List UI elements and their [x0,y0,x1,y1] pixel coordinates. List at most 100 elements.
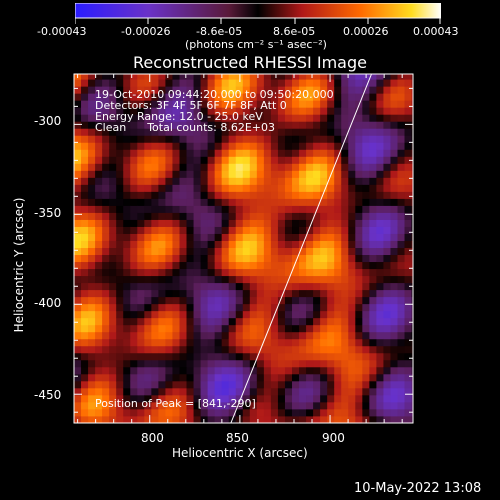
heatmap-cell [165,254,173,263]
heatmap-cell [355,352,363,361]
heatmap-cell [235,247,244,256]
heatmap-cell [228,191,237,199]
heatmap-cell [88,289,96,298]
heatmap-cell [193,205,201,213]
y-tick-label: -350 [34,206,62,220]
heatmap-cell [221,226,230,234]
heatmap-cell [186,177,194,185]
heatmap-cell [411,380,413,389]
heatmap-cell [362,275,370,284]
heatmap-cell [355,212,363,220]
heatmap-cell [193,366,201,375]
heatmap-cell [284,135,293,143]
heatmap-cell [158,198,166,206]
heatmap-cell [193,296,201,305]
heatmap-cell [144,74,152,80]
heatmap-cell [411,226,413,234]
heatmap-cell [165,170,173,178]
heatmap-cell [376,79,384,87]
heatmap-cell [130,86,138,94]
heatmap-cell [334,310,342,319]
heatmap-cell [116,177,124,185]
heatmap-cell [158,261,166,270]
heatmap-cell [242,373,251,382]
heatmap-cell [397,303,405,312]
heatmap-cell [404,86,412,94]
heatmap-cell [74,205,82,213]
heatmap-cell [263,352,272,361]
heatmap-cell [144,240,152,248]
heatmap-cell [299,387,307,396]
heatmap-cell [214,233,223,241]
heatmap-cell [341,198,349,206]
heatmap-cell [256,191,265,199]
heatmap-cell [299,408,307,417]
heatmap-cell [172,79,180,87]
heatmap-cell [228,282,237,291]
heatmap-cell [390,219,398,227]
heatmap-cell [383,100,391,108]
heatmap-cell [383,191,391,199]
heatmap-cell [263,338,272,347]
heatmap-cell [137,219,145,227]
heatmap-cell [397,121,405,129]
heatmap-cell [390,212,398,220]
heatmap-cell [242,114,251,122]
heatmap-cell [249,219,258,227]
heatmap-cell [299,212,307,220]
heatmap-cell [74,338,82,347]
heatmap-cell [179,219,187,227]
heatmap-cell [334,170,342,178]
heatmap-cell [284,170,293,178]
heatmap-cell [292,86,300,94]
heatmap-cell [109,191,117,199]
heatmap-cell [348,331,356,340]
heatmap-cell [200,359,209,368]
heatmap-cell [362,205,370,213]
heatmap-cell [186,275,194,284]
heatmap-cell [137,254,145,263]
heatmap-cell [383,387,391,396]
heatmap-cell [116,74,124,80]
heatmap-cell [249,373,258,382]
heatmap-cell [179,303,187,312]
heatmap-cell [151,107,159,115]
heatmap-cell [165,177,173,185]
heatmap-cell [355,219,363,227]
heatmap-cell [263,191,272,199]
heatmap-cell [355,387,363,396]
heatmap-cell [235,114,244,122]
heatmap-cell [158,93,166,101]
heatmap-cell [172,310,180,319]
heatmap-cell [404,100,412,108]
heatmap-cell [200,121,209,129]
heatmap-cell [334,331,342,340]
heatmap-cell [228,198,237,206]
heatmap-cell [249,240,258,248]
heatmap-cell [362,100,370,108]
heatmap-cell [144,268,152,277]
heatmap-cell [144,107,152,115]
heatmap-cell [327,212,335,220]
heatmap-cell [369,156,377,164]
heatmap-cell [355,261,363,270]
heatmap-cell [193,247,201,256]
heatmap-cell [242,93,251,101]
heatmap-cell [88,373,96,382]
heatmap-cell [88,74,96,80]
heatmap-cell [404,128,412,136]
heatmap-cell [397,352,405,361]
heatmap-cell [334,205,342,213]
heatmap-cell [292,219,300,227]
heatmap-cell [411,191,413,199]
heatmap-cell [172,303,180,312]
heatmap-cell [256,296,265,305]
heatmap-cell [299,149,307,157]
heatmap-cell [292,247,300,256]
heatmap-cell [214,394,223,403]
heatmap-cell [207,205,216,213]
heatmap-cell [144,366,152,375]
heatmap-cell [123,163,131,171]
heatmap-cell [102,345,110,354]
heatmap-cell [320,394,328,403]
